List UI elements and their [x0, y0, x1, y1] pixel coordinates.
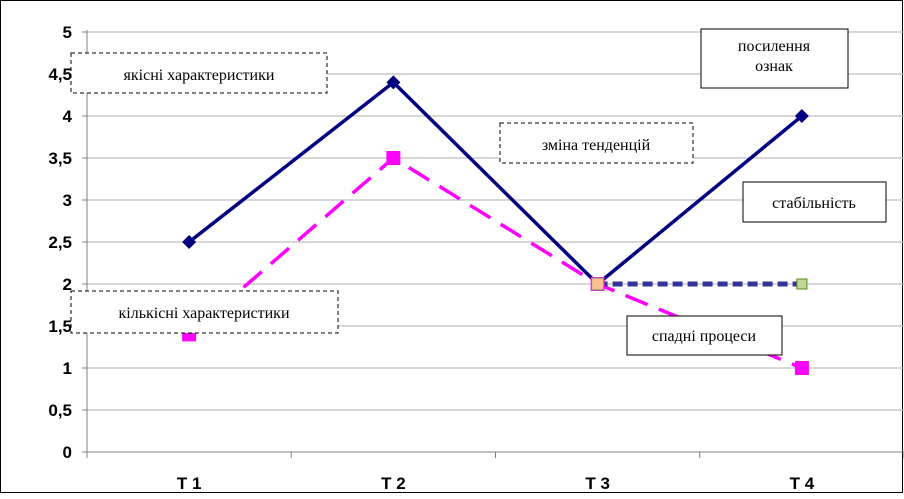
y-tick-label-2: 1: [63, 359, 72, 378]
annotation-stability-text: стабільність: [772, 195, 856, 212]
series-1-line: [188, 80, 804, 286]
series-1-point-1: [182, 235, 197, 249]
y-tick-label-7: 3,5: [48, 149, 72, 168]
annotation-quantity: кількісні характеристики: [70, 290, 339, 334]
x-tick-label-0: T 1: [177, 474, 202, 493]
y-tick-label-10: 5: [63, 23, 72, 42]
y-tick-label-8: 4: [63, 107, 73, 126]
annotation-quantity-text: кількісні характеристики: [118, 305, 289, 322]
y-tick-label-1: 0,5: [48, 401, 72, 420]
annotation-amplification: посилення ознак: [700, 28, 849, 89]
annotation-decline: спадні процеси: [626, 315, 783, 356]
annotation-trend-change: зміна тенденцій: [499, 122, 694, 164]
x-tick-label-2: T 3: [585, 474, 610, 493]
y-tick-label-3: 1,5: [48, 317, 72, 336]
series-1-point-4: [794, 109, 809, 123]
y-tick-label-6: 3: [63, 191, 72, 210]
annotation-quality: якісні характеристики: [70, 52, 328, 94]
y-tick-label-9: 4,5: [48, 65, 72, 84]
annotation-amplification-text: посилення ознак: [738, 38, 811, 75]
y-tick-label-5: 2,5: [48, 233, 72, 252]
x-axis-ticks: T 1 T 2 T 3 T 4: [86, 452, 904, 493]
y-tick-label-4: 2: [63, 275, 72, 294]
series-2-point-2: [386, 151, 401, 165]
series-2-point-4: [794, 361, 809, 375]
series-3-point-3: [591, 277, 605, 291]
x-tick-label-3: T 4: [790, 474, 815, 493]
annotation-decline-text: спадні процеси: [652, 328, 757, 345]
x-tick-label-1: T 2: [381, 474, 406, 493]
series-1-point-2: [386, 75, 401, 90]
y-tick-label-0: 0: [63, 443, 72, 462]
annotation-quality-text: якісні характеристики: [124, 67, 275, 84]
annotation-trend-change-text: зміна тенденцій: [542, 137, 651, 154]
annotation-stability: стабільність: [742, 181, 887, 223]
y-axis-ticks: 0 0,5 1 1,5 2 2,5 3 3,5 4 4,5 5: [48, 23, 87, 462]
series-3-point-4: [796, 278, 808, 290]
